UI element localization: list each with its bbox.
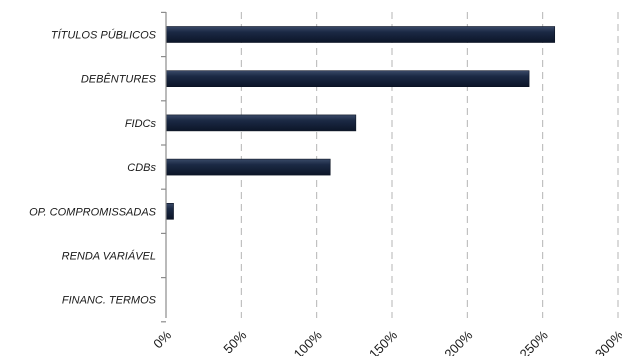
bar (165, 114, 357, 132)
x-tick-label: 200% (441, 327, 475, 356)
category-label: OP. COMPROMISSADAS (29, 206, 157, 218)
category-label: CDBs (127, 162, 156, 174)
category-label: DEBÊNTURES (81, 73, 157, 86)
gridlines (240, 12, 619, 318)
bars (165, 26, 556, 220)
bar (165, 26, 556, 43)
bar (165, 203, 174, 220)
x-tick-label: 100% (291, 327, 325, 356)
category-label: FIDCs (125, 118, 157, 130)
x-tick-label: 250% (517, 327, 551, 356)
category-label: TÍTULOS PÚBLICOS (51, 29, 157, 42)
category-label: FINANC. TERMOS (62, 295, 157, 307)
x-tick-label: 0% (150, 327, 174, 351)
x-tick-labels: 0% 50% 100% 150% 200% 250% 300% (150, 327, 622, 356)
bar (165, 70, 530, 87)
category-label: RENDA VARIÁVEL (62, 250, 156, 263)
x-tick-label: 300% (592, 327, 622, 356)
x-tick-label: 50% (220, 327, 249, 356)
category-labels: TÍTULOS PÚBLICOS DEBÊNTURES FIDCs CDBs OP. C… (29, 29, 157, 307)
y-axis (161, 11, 167, 323)
x-tick-label: 150% (366, 327, 400, 356)
bar (165, 158, 331, 176)
